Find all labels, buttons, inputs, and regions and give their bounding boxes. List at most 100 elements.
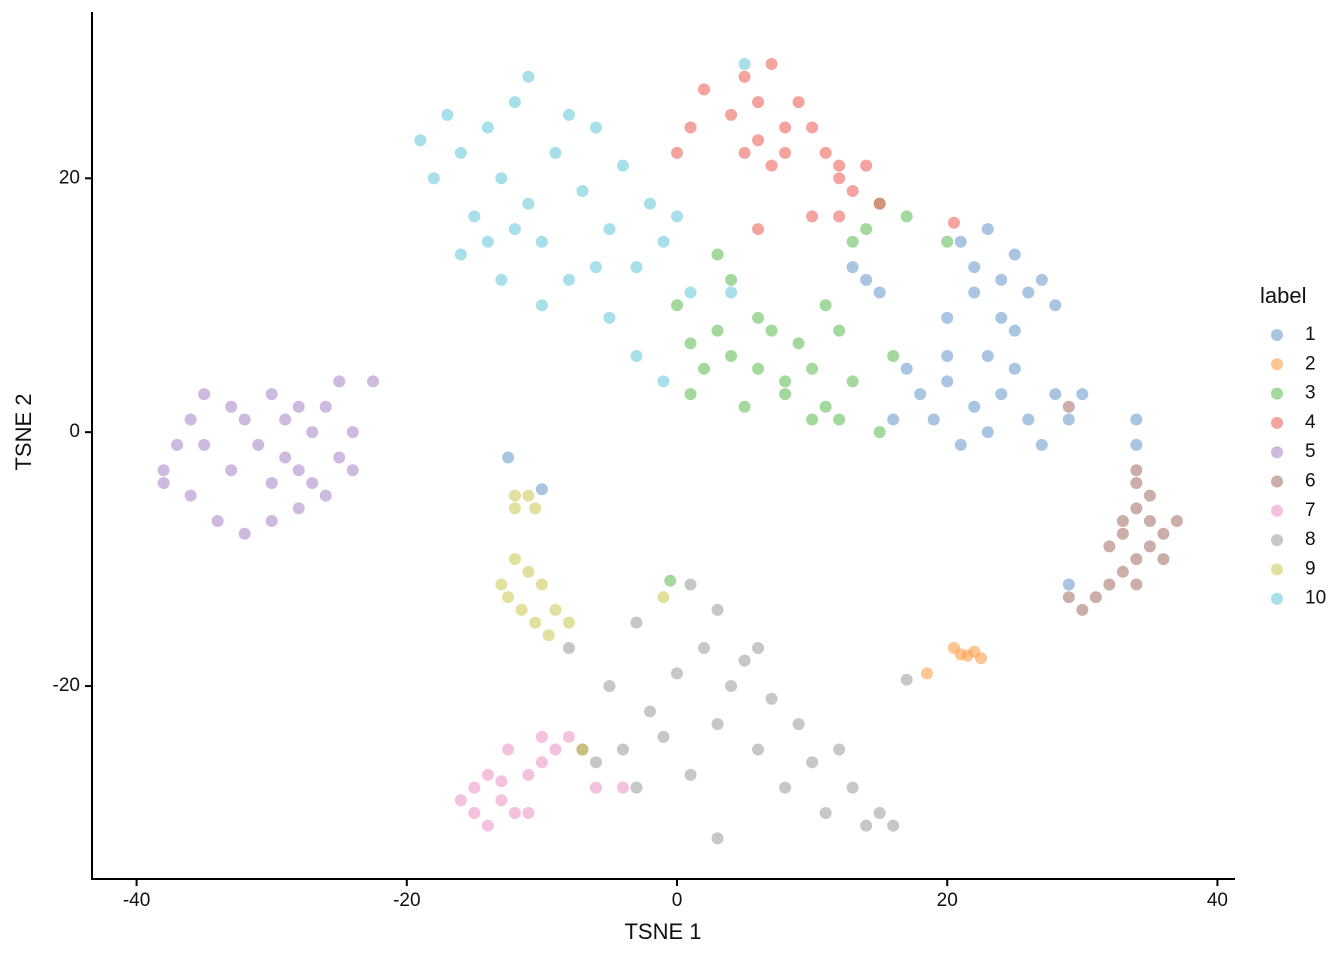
point bbox=[279, 413, 292, 426]
point bbox=[846, 375, 859, 388]
point bbox=[860, 159, 873, 172]
legend-label: 2 bbox=[1305, 353, 1316, 374]
point bbox=[495, 775, 508, 788]
point bbox=[846, 261, 859, 274]
point bbox=[1103, 578, 1116, 591]
point bbox=[171, 438, 184, 451]
point bbox=[954, 235, 967, 248]
point bbox=[184, 413, 197, 426]
point bbox=[562, 641, 575, 654]
point bbox=[846, 184, 859, 197]
point bbox=[725, 286, 738, 299]
point bbox=[468, 210, 481, 223]
point bbox=[961, 649, 974, 662]
legend-label: 6 bbox=[1305, 471, 1316, 492]
point bbox=[779, 146, 792, 159]
point bbox=[1035, 273, 1048, 286]
point bbox=[1130, 413, 1143, 426]
point bbox=[616, 159, 629, 172]
point bbox=[968, 400, 981, 413]
point bbox=[1116, 565, 1129, 578]
point bbox=[765, 58, 778, 71]
point bbox=[616, 743, 629, 756]
point bbox=[819, 146, 832, 159]
point bbox=[549, 146, 562, 159]
point bbox=[833, 210, 846, 223]
legend-key bbox=[1271, 534, 1283, 547]
legend-label: 9 bbox=[1305, 558, 1316, 579]
point bbox=[576, 184, 589, 197]
point bbox=[779, 781, 792, 794]
point bbox=[752, 311, 765, 324]
point bbox=[522, 565, 535, 578]
point bbox=[1022, 413, 1035, 426]
point bbox=[265, 476, 278, 489]
point bbox=[508, 223, 521, 236]
point bbox=[684, 286, 697, 299]
legend-key bbox=[1271, 475, 1283, 488]
point bbox=[562, 273, 575, 286]
point bbox=[454, 794, 467, 807]
point bbox=[900, 673, 913, 686]
point bbox=[698, 641, 711, 654]
point bbox=[481, 768, 494, 781]
point bbox=[1130, 553, 1143, 566]
point bbox=[738, 146, 751, 159]
point bbox=[238, 527, 251, 540]
point bbox=[752, 223, 765, 236]
point bbox=[198, 438, 211, 451]
point bbox=[657, 730, 670, 743]
point bbox=[1076, 388, 1089, 401]
point bbox=[1049, 299, 1062, 312]
point bbox=[333, 451, 346, 464]
point bbox=[535, 483, 548, 496]
point bbox=[752, 641, 765, 654]
point bbox=[846, 235, 859, 248]
point bbox=[346, 464, 359, 477]
point bbox=[542, 629, 555, 642]
point bbox=[1062, 400, 1075, 413]
point bbox=[630, 261, 643, 274]
point bbox=[495, 578, 508, 591]
point bbox=[671, 299, 684, 312]
point bbox=[562, 616, 575, 629]
point bbox=[779, 121, 792, 134]
point bbox=[738, 400, 751, 413]
point bbox=[752, 134, 765, 147]
point bbox=[495, 273, 508, 286]
y-tick-label: 20 bbox=[59, 167, 80, 188]
legend-key bbox=[1271, 416, 1283, 429]
point bbox=[995, 388, 1008, 401]
legend-label: 10 bbox=[1305, 588, 1326, 609]
legend-label: 1 bbox=[1305, 324, 1316, 345]
point bbox=[684, 578, 697, 591]
point bbox=[292, 502, 305, 515]
point bbox=[671, 210, 684, 223]
legend-key bbox=[1271, 358, 1283, 371]
point bbox=[1076, 603, 1089, 616]
point bbox=[738, 654, 751, 667]
point bbox=[914, 388, 927, 401]
point bbox=[765, 692, 778, 705]
point bbox=[367, 375, 380, 388]
point bbox=[535, 756, 548, 769]
point bbox=[806, 756, 819, 769]
point bbox=[860, 273, 873, 286]
point bbox=[292, 464, 305, 477]
point bbox=[306, 426, 319, 439]
point bbox=[643, 197, 656, 210]
point bbox=[738, 70, 751, 83]
point bbox=[860, 819, 873, 832]
y-tick-label: -20 bbox=[53, 675, 80, 696]
point bbox=[1035, 438, 1048, 451]
point bbox=[515, 603, 528, 616]
point bbox=[941, 311, 954, 324]
point bbox=[346, 426, 359, 439]
point bbox=[454, 248, 467, 261]
point bbox=[481, 235, 494, 248]
point bbox=[1143, 540, 1156, 553]
point bbox=[711, 324, 724, 337]
point bbox=[819, 400, 832, 413]
point bbox=[529, 616, 542, 629]
legend-key bbox=[1271, 563, 1283, 576]
